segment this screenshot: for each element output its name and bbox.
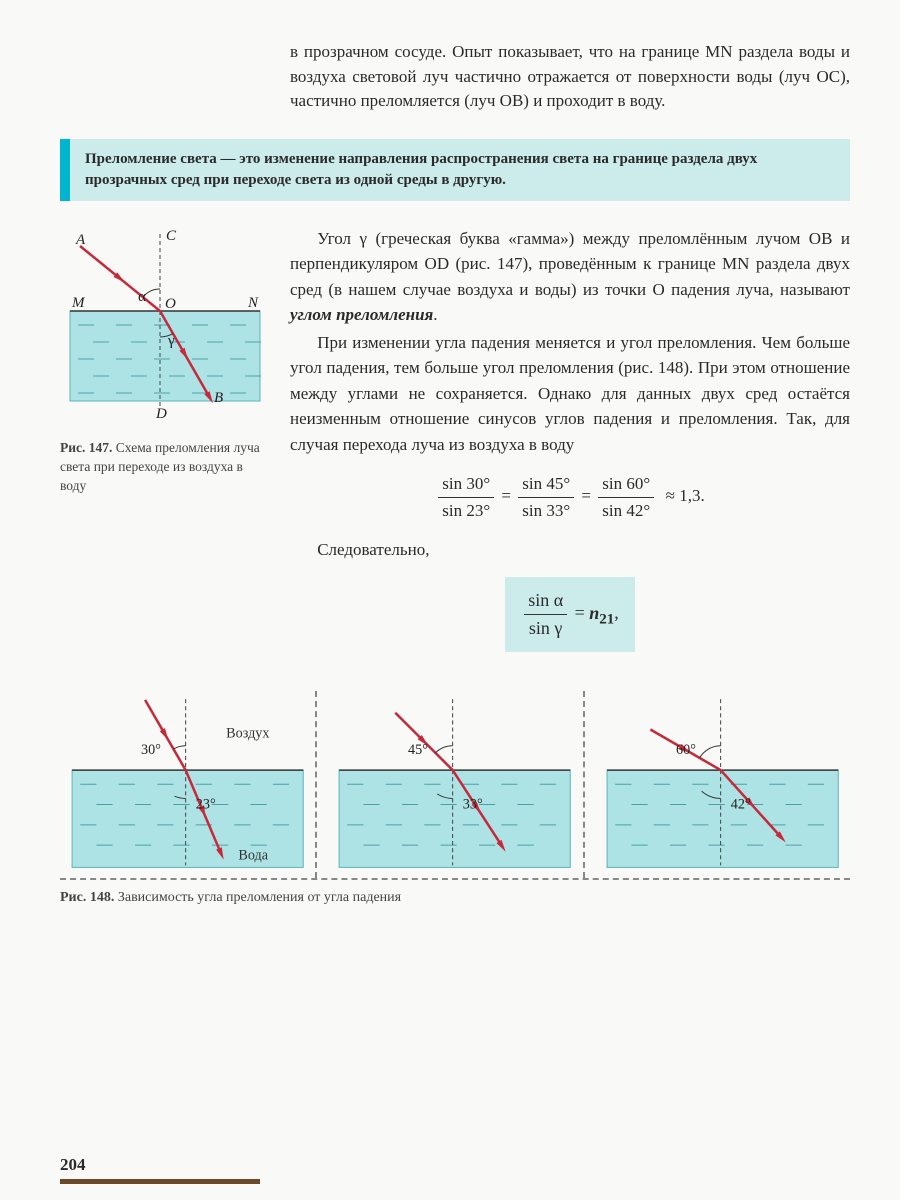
svg-text:B: B <box>214 390 223 406</box>
mid-section: A C M N O B Dα γ Рис. 147. Схема преломления лу… <box>60 226 850 666</box>
refraction-panel-svg: 30° 23° Воздух Вода <box>66 691 309 873</box>
svg-text:α: α <box>138 289 146 305</box>
svg-text:33°: 33° <box>463 797 483 813</box>
frac3-den: sin 42° <box>598 498 654 524</box>
frac2-num: sin 45° <box>518 471 574 498</box>
svg-text:A: A <box>75 232 86 248</box>
snell-den: sin γ <box>524 615 567 642</box>
figure-148-caption: Рис. 148. Зависимость угла преломления о… <box>60 890 850 906</box>
svg-text:Воздух: Воздух <box>226 726 269 742</box>
figure-148-label: Рис. 148. <box>60 890 114 905</box>
svg-text:γ: γ <box>167 333 175 349</box>
page-number: 204 <box>60 1155 86 1175</box>
page-footer-bar <box>60 1179 260 1184</box>
frac3-num: sin 60° <box>598 471 654 498</box>
snell-comma: , <box>614 603 619 623</box>
snell-sub: 21 <box>599 611 614 627</box>
svg-text:N: N <box>247 295 259 311</box>
intro-paragraph: в прозрачном сосуде. Опыт показывает, чт… <box>290 40 850 114</box>
body-text: Угол γ (греческая буква «гамма») между п… <box>290 226 850 666</box>
term-refraction-angle: углом преломления <box>290 305 433 324</box>
figure-147-label: Рис. 147. <box>60 440 112 455</box>
figure-148-panel: 30° 23° Воздух Вода <box>60 691 317 878</box>
svg-text:42°: 42° <box>730 797 750 813</box>
para1-text: Угол γ (греческая буква «гамма») между п… <box>290 229 850 299</box>
frac-2: sin 45°sin 33° <box>518 471 574 523</box>
refraction-panel-svg: 60° 42° <box>601 691 844 873</box>
approx-value: ≈ 1,3. <box>666 486 705 505</box>
snell-eq: = <box>570 603 589 623</box>
figure-147-caption: Рис. 147. Схема преломления луча света п… <box>60 439 270 496</box>
svg-text:30°: 30° <box>141 742 161 758</box>
paragraph-1: Угол γ (греческая буква «гамма») между п… <box>290 226 850 328</box>
svg-text:O: O <box>165 296 176 312</box>
snell-formula-row: sin αsin γ = n21, <box>290 577 850 652</box>
frac1-num: sin 30° <box>438 471 494 498</box>
figure-148-panel: 45° 33° <box>327 691 584 878</box>
svg-text:D: D <box>155 406 167 422</box>
snell-n: n <box>589 603 599 623</box>
svg-text:60°: 60° <box>676 742 696 758</box>
definition-callout: Преломление света — это изменение направ… <box>60 139 850 201</box>
frac1-den: sin 23° <box>438 498 494 524</box>
snell-num: sin α <box>524 587 567 615</box>
svg-text:C: C <box>166 228 177 244</box>
figure-148-row: 30° 23° Воздух Вода 45° 33° 60° 42° <box>60 691 850 880</box>
frac2-den: sin 33° <box>518 498 574 524</box>
svg-text:M: M <box>71 295 86 311</box>
equation-ratios: sin 30°sin 23° = sin 45°sin 33° = sin 60… <box>290 471 850 523</box>
consequently-text: Следовательно, <box>290 537 850 563</box>
refraction-panel-svg: 45° 33° <box>333 691 576 873</box>
svg-text:45°: 45° <box>408 742 428 758</box>
svg-text:Вода: Вода <box>238 847 268 863</box>
frac-3: sin 60°sin 42° <box>598 471 654 523</box>
snell-formula: sin αsin γ = n21, <box>505 577 635 652</box>
frac-1: sin 30°sin 23° <box>438 471 494 523</box>
figure-148-caption-text: Зависимость угла преломления от угла пад… <box>114 890 401 905</box>
para1-end: . <box>433 305 437 324</box>
figure-147-column: A C M N O B Dα γ Рис. 147. Схема преломления лу… <box>60 226 270 666</box>
figure-148-panel: 60° 42° <box>595 691 850 878</box>
figure-147-diagram: A C M N O B Dα γ <box>60 226 270 426</box>
svg-text:23°: 23° <box>196 797 216 813</box>
paragraph-2: При изменении угла падения меняется и уг… <box>290 330 850 458</box>
